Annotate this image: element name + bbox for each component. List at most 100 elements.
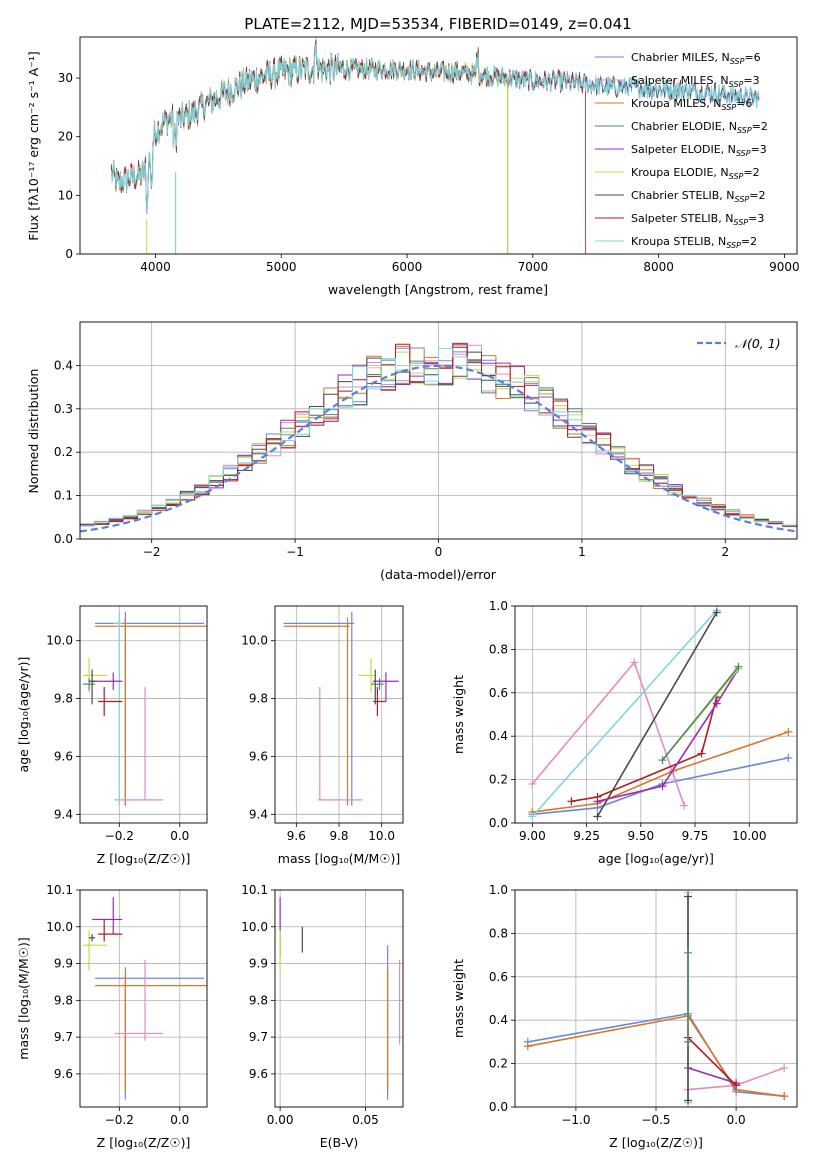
y-tick-label: 9.7 bbox=[249, 1030, 268, 1044]
legend-label: Salpeter ELODIE, NSSP=3 bbox=[631, 143, 767, 158]
y-tick-label: 0.8 bbox=[489, 642, 508, 656]
weight-point-marker bbox=[780, 1063, 789, 1072]
x-tick-label: 0.00 bbox=[267, 1113, 294, 1127]
age-vs-mass-panel: 9.6 9.8 10.0 9.4 9.6 9.8 10.0 mass [log₁₀(M/M☉)… bbox=[241, 605, 404, 866]
axes-frame bbox=[274, 605, 404, 824]
x-tick-label: 0.0 bbox=[727, 1113, 746, 1127]
axes-frame bbox=[274, 889, 404, 1108]
weight-series-line bbox=[687, 1037, 737, 1086]
y-tick-label: 9.6 bbox=[249, 749, 268, 763]
y-tick-label: 0.2 bbox=[489, 1057, 508, 1071]
x-tick-label: 0 bbox=[435, 545, 443, 559]
y-tick-label: 10.0 bbox=[241, 634, 268, 648]
legend-name: Salpeter STELIB, N bbox=[631, 212, 733, 225]
x-tick-label: −1 bbox=[286, 545, 304, 559]
x-tick-label: 5000 bbox=[266, 260, 297, 274]
y-tick-label: 0.4 bbox=[54, 358, 73, 372]
normal-curve-legend-label: 𝒩(0, 1) bbox=[735, 336, 781, 351]
legend-name: Kroupa STELIB, N bbox=[631, 235, 726, 248]
weight-series-line bbox=[687, 1067, 737, 1084]
y-tick-label: 9.8 bbox=[249, 993, 268, 1007]
age-vs-Z-panel: −0.2 0.0 9.4 9.6 9.8 10.0 Z [log₁₀(Z/Z☉)] age [… bbox=[16, 605, 208, 866]
x-tick-label: −0.5 bbox=[641, 1113, 670, 1127]
y-tick-label: 9.9 bbox=[54, 957, 73, 971]
y-tick-label: 10.1 bbox=[241, 883, 268, 897]
y-tick-label: 0.3 bbox=[54, 402, 73, 416]
weight-series-line bbox=[571, 696, 718, 803]
legend-value: =2 bbox=[741, 235, 757, 248]
y-axis-label: mass weight bbox=[451, 675, 466, 754]
y-tick-label: 9.7 bbox=[54, 1030, 73, 1044]
axes-frame bbox=[514, 889, 798, 1108]
weight-point-marker bbox=[684, 948, 693, 957]
weight-point-marker bbox=[523, 1042, 532, 1051]
y-tick-label: 1.0 bbox=[489, 599, 508, 613]
weight-point-marker bbox=[732, 1081, 741, 1090]
y-tick-label: 0.0 bbox=[54, 532, 73, 546]
weight-vs-age-panel: 9.00 9.25 9.50 9.75 10.00 0.0 0.2 0.4 0.6 0.8 1.0 a… bbox=[451, 599, 798, 866]
legend-name: Chabrier MILES, N bbox=[631, 51, 730, 64]
legend-label: Salpeter MILES, NSSP=3 bbox=[631, 74, 760, 89]
legend-name: Salpeter MILES, N bbox=[631, 74, 729, 87]
legend-subscript: SSP bbox=[733, 218, 748, 227]
x-tick-label: 10.0 bbox=[368, 829, 395, 843]
normal-curve-line bbox=[80, 364, 797, 533]
x-tick-label: 0.05 bbox=[352, 1113, 379, 1127]
y-tick-label: 0.4 bbox=[489, 729, 508, 743]
weight-series-line bbox=[532, 731, 789, 813]
legend-label: Chabrier MILES, NSSP=6 bbox=[631, 51, 761, 66]
residual-legend: 𝒩(0, 1) bbox=[697, 336, 781, 351]
x-tick-label: 9.50 bbox=[627, 829, 654, 843]
plot-area bbox=[523, 890, 789, 1107]
legend-name: Chabrier ELODIE, N bbox=[631, 120, 737, 133]
mass-vs-ebv-panel: 0.00 0.05 9.6 9.7 9.8 9.9 10.0 10.1 E(B-V) bbox=[241, 883, 404, 1150]
plot-area bbox=[279, 897, 401, 1100]
legend-subscript: SSP bbox=[721, 103, 736, 112]
weight-point-marker bbox=[593, 812, 602, 821]
weight-point-marker bbox=[697, 749, 706, 758]
weight-point-marker bbox=[780, 1092, 789, 1101]
x-axis-label: mass [log₁₀(M/M☉)] bbox=[278, 851, 400, 866]
spectrum-series-line bbox=[110, 43, 760, 214]
weight-point-marker bbox=[784, 753, 793, 762]
x-tick-label: 6000 bbox=[392, 260, 423, 274]
weight-point-marker bbox=[684, 1037, 693, 1046]
x-tick-label: −1.0 bbox=[561, 1113, 590, 1127]
weight-point-marker bbox=[658, 756, 667, 765]
weight-point-marker bbox=[784, 727, 793, 736]
plot-area bbox=[283, 611, 399, 806]
legend-name: Kroupa ELODIE, N bbox=[631, 166, 729, 179]
x-tick-label: 4000 bbox=[140, 260, 171, 274]
spectrum-ylabel: Flux [fλ10⁻¹⁷ erg cm⁻² s⁻¹ A⁻¹] bbox=[26, 51, 41, 240]
weight-point-marker bbox=[684, 1096, 693, 1105]
mass-vs-Z-panel: −0.2 0.0 9.6 9.7 9.8 9.9 10.0 10.1 Z [log₁₀(Z/Z☉… bbox=[16, 883, 208, 1150]
legend-subscript: SSP bbox=[737, 126, 752, 135]
plot-area bbox=[83, 611, 207, 806]
weight-point-marker bbox=[630, 658, 639, 667]
legend-label: Kroupa ELODIE, NSSP=2 bbox=[631, 166, 760, 181]
y-tick-label: 0.6 bbox=[489, 686, 508, 700]
legend-label: Kroupa STELIB, NSSP=2 bbox=[631, 235, 757, 250]
y-axis-label: age [log₁₀(age/yr)] bbox=[16, 657, 31, 773]
weight-point-marker bbox=[680, 801, 689, 810]
y-tick-label: 10.0 bbox=[46, 634, 73, 648]
y-tick-label: 10.1 bbox=[46, 883, 73, 897]
x-tick-label: −0.2 bbox=[105, 829, 134, 843]
x-tick-label: 1 bbox=[578, 545, 586, 559]
legend-subscript: SSP bbox=[729, 80, 744, 89]
axes-frame bbox=[79, 605, 208, 824]
y-tick-label: 0.2 bbox=[489, 773, 508, 787]
legend-subscript: SSP bbox=[735, 195, 750, 204]
residual-panel: −2 −1 0 1 2 0.0 0.1 0.2 0.3 0.4 𝒩(0, 1) (data-mod… bbox=[26, 321, 798, 582]
weight-vs-Z-panel: −1.0 −0.5 0.0 0.0 0.2 0.4 0.6 0.8 1.0 Z [log₁₀(Z/… bbox=[451, 883, 798, 1150]
y-tick-label: 9.8 bbox=[249, 692, 268, 706]
x-axis-label: Z [log₁₀(Z/Z☉)] bbox=[97, 851, 191, 866]
x-tick-label: 2 bbox=[721, 545, 729, 559]
y-axis-label: mass weight bbox=[451, 959, 466, 1038]
legend-value: =2 bbox=[743, 166, 759, 179]
y-tick-label: 10.0 bbox=[46, 920, 73, 934]
spectrum-axes-frame bbox=[79, 36, 798, 255]
x-tick-label: 9.8 bbox=[329, 829, 348, 843]
x-tick-label: 9.6 bbox=[287, 829, 306, 843]
y-tick-label: 0 bbox=[65, 247, 73, 261]
